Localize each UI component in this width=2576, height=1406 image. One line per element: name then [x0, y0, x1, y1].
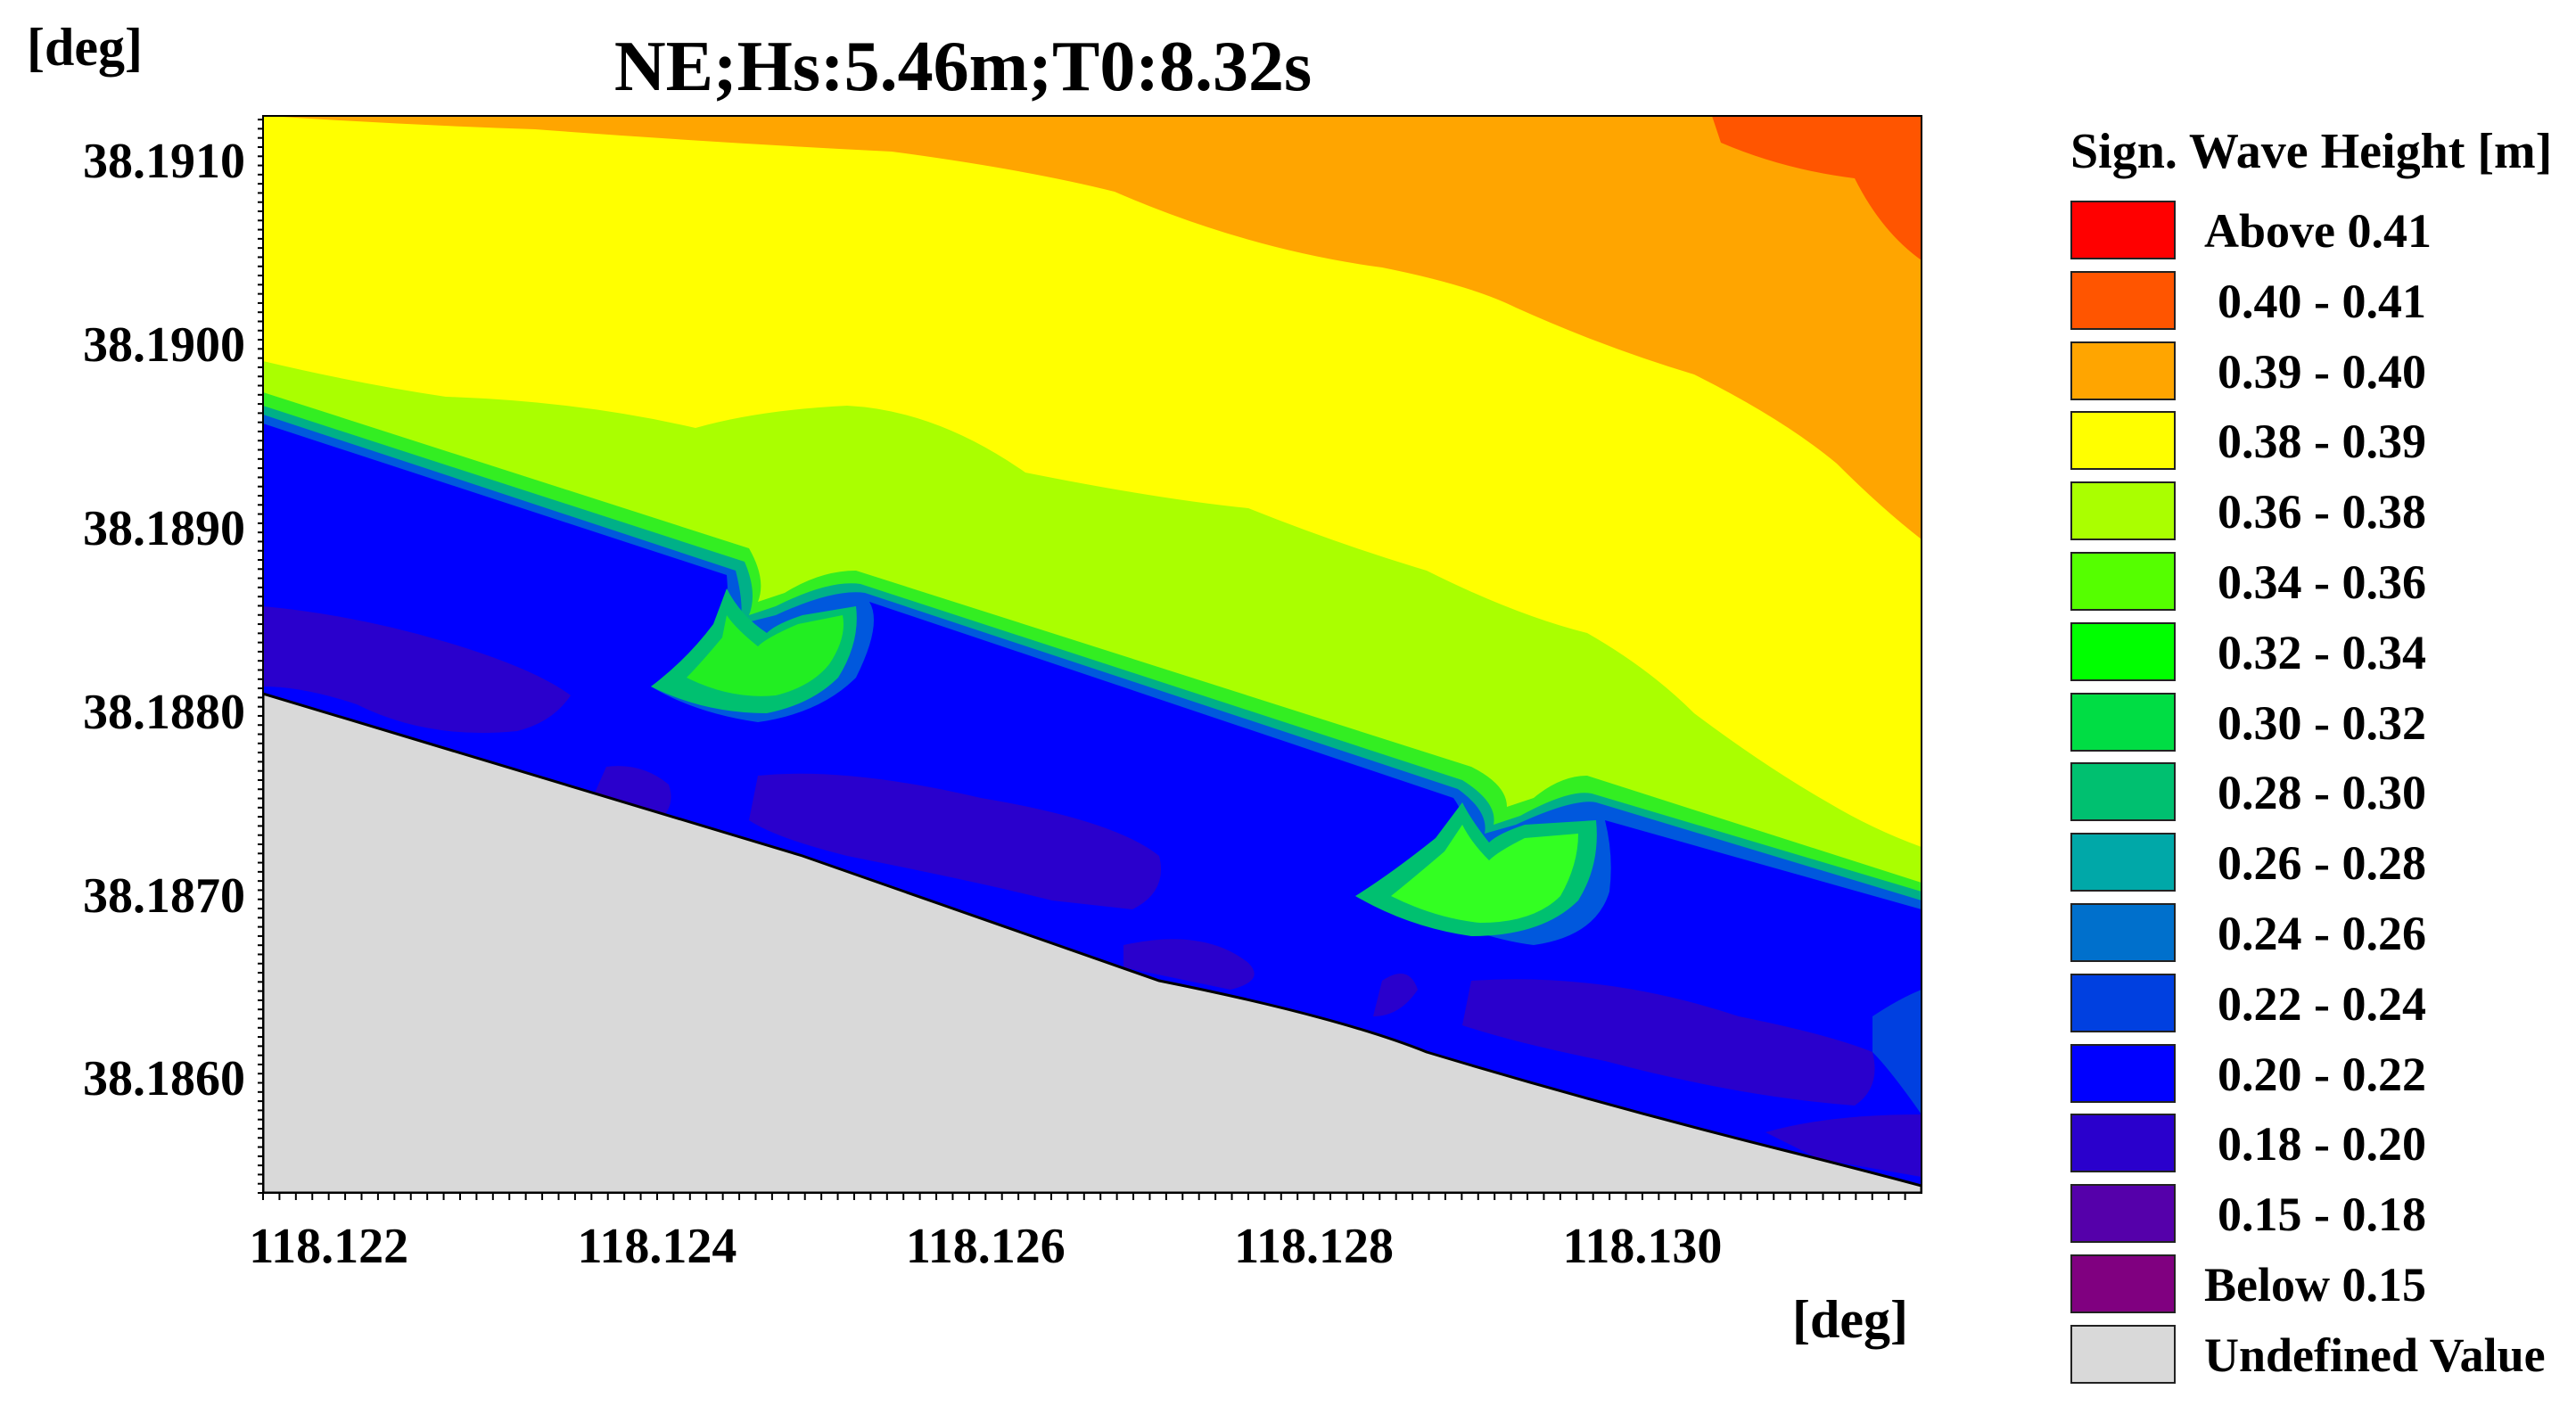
band-0.22-0.24-shore	[1872, 990, 1922, 1114]
legend-swatch	[2070, 621, 2176, 681]
legend-label: 0.28 - 0.30	[2218, 766, 2426, 820]
legend-label: 0.32 - 0.34	[2218, 625, 2426, 679]
legend-label: 0.26 - 0.28	[2218, 836, 2426, 891]
legend-swatch	[2070, 1184, 2176, 1244]
legend-label: Above 0.41	[2204, 204, 2432, 258]
y-tick-label: 38.1870	[83, 867, 245, 924]
legend-label: 0.39 - 0.40	[2218, 344, 2426, 399]
x-tick-label: 118.128	[1234, 1219, 1395, 1274]
legend-label: Below 0.15	[2204, 1258, 2426, 1311]
y-tick-label: 38.1910	[83, 134, 245, 190]
legend-swatch	[2070, 270, 2176, 330]
legend-label: 0.22 - 0.24	[2218, 976, 2426, 1031]
legend-swatch	[2070, 481, 2176, 541]
band-0.18-0.20-c	[749, 773, 1161, 909]
x-tick-label: 118.122	[249, 1219, 409, 1274]
plot-frame	[262, 115, 1922, 1194]
y-tick-label: 38.1890	[83, 501, 245, 557]
legend-swatch	[2070, 411, 2176, 471]
chart-title: NE;Hs:5.46m;T0:8.32s	[613, 28, 1313, 106]
band-0.40-0.41	[1712, 116, 1922, 260]
y-axis-minor-ticks	[258, 119, 263, 1194]
band-0.18-0.20-g	[1765, 1114, 1922, 1177]
x-axis-unit: [deg]	[1792, 1290, 1908, 1349]
legend-swatch	[2070, 201, 2176, 259]
x-tick-label: 118.126	[905, 1219, 1066, 1274]
legend-swatch	[2070, 973, 2176, 1032]
contour-fields	[263, 116, 1922, 1193]
legend-label: 0.40 - 0.41	[2218, 274, 2426, 328]
x-axis-minor-ticks	[262, 1193, 1906, 1200]
legend-swatch	[2070, 341, 2176, 400]
legend-label: 0.30 - 0.32	[2218, 695, 2426, 750]
band-0.18-0.20-d	[1123, 939, 1255, 990]
legend-label: Undefined Value	[2204, 1328, 2546, 1382]
y-tick-label: 38.1900	[83, 317, 245, 374]
legend-swatch	[2070, 1114, 2176, 1173]
y-axis-unit: [deg]	[27, 18, 143, 77]
x-tick-label: 118.130	[1562, 1219, 1723, 1274]
band-0.18-0.20-f	[1462, 979, 1875, 1106]
gap-pocket-left-inner	[687, 615, 844, 696]
legend-swatch	[2070, 903, 2176, 962]
y-tick-label: 38.1860	[83, 1051, 245, 1107]
legend-title: Sign. Wave Height [m]	[2070, 124, 2553, 179]
legend-label: 0.24 - 0.26	[2218, 907, 2426, 960]
band-0.18-0.20	[263, 606, 571, 733]
legend-label: 0.15 - 0.18	[2218, 1188, 2426, 1242]
legend-label: 0.38 - 0.39	[2218, 415, 2426, 469]
legend-label: 0.34 - 0.36	[2218, 555, 2426, 609]
legend-swatch	[2070, 1043, 2176, 1103]
legend-swatch	[2070, 762, 2176, 822]
legend-swatch	[2070, 552, 2176, 611]
legend-swatch	[2070, 692, 2176, 752]
undefined-land	[263, 692, 1922, 1193]
legend-label: 0.18 - 0.20	[2218, 1117, 2426, 1172]
legend-swatch	[2070, 833, 2176, 892]
legend-swatch	[2070, 1254, 2176, 1313]
band-0.18-0.20-e	[1373, 974, 1418, 1016]
legend-label: 0.20 - 0.22	[2218, 1047, 2426, 1101]
legend-swatch	[2070, 1324, 2176, 1384]
x-tick-label: 118.124	[577, 1219, 737, 1274]
legend-label: 0.36 - 0.38	[2218, 485, 2426, 539]
gap-pocket-right-inner	[1391, 825, 1578, 923]
y-tick-label: 38.1880	[83, 684, 245, 740]
